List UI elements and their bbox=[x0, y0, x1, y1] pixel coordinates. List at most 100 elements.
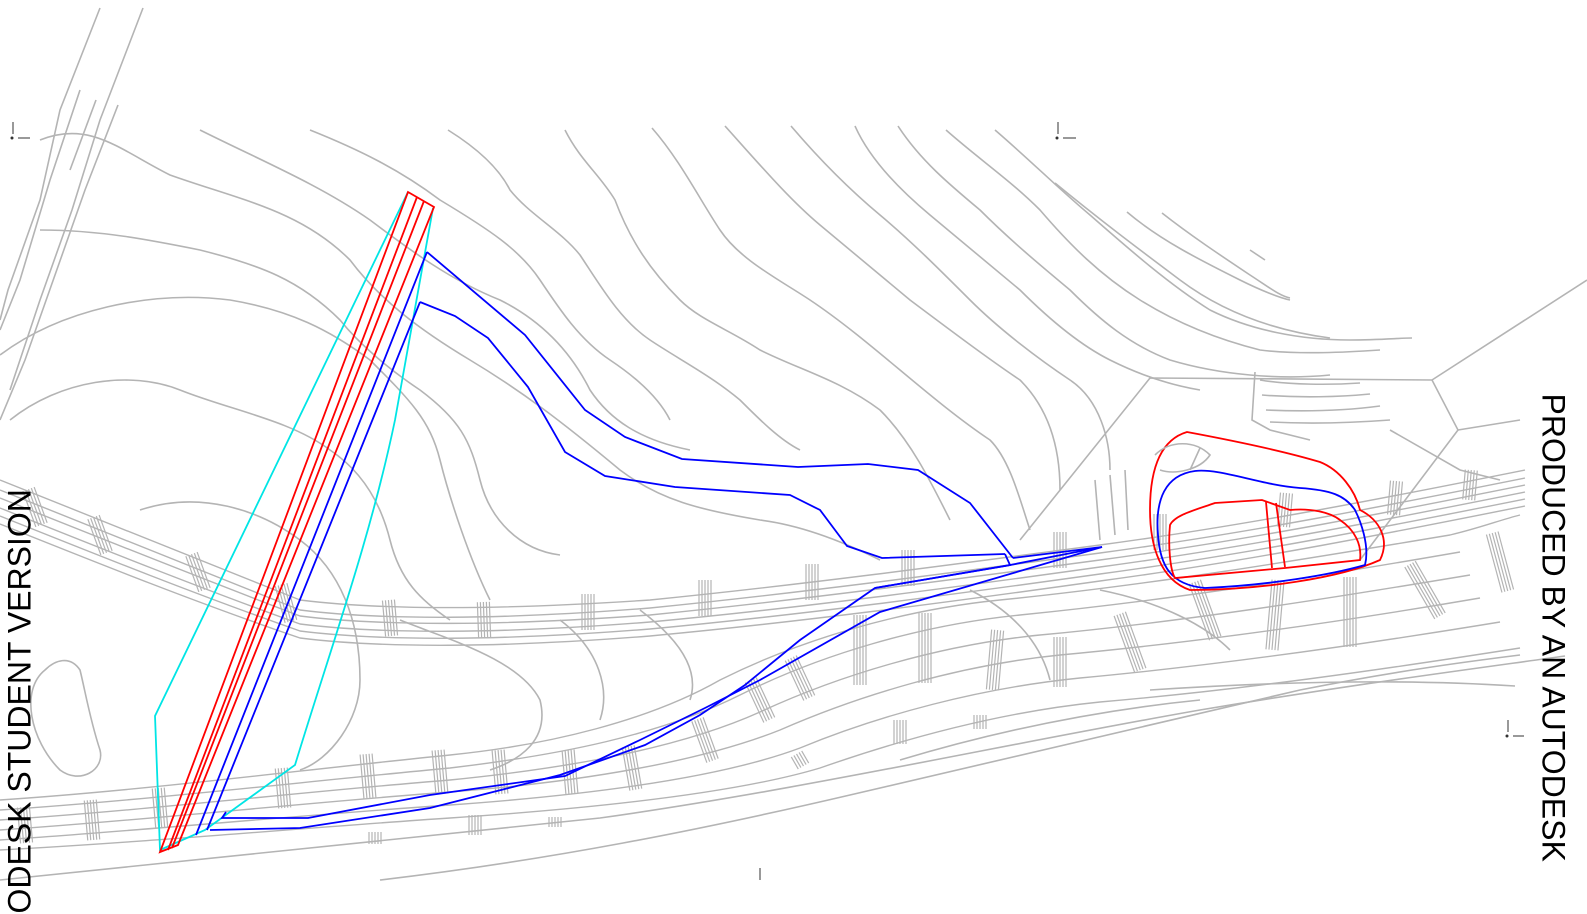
rail-tie bbox=[485, 601, 489, 638]
rail-tie bbox=[16, 807, 22, 844]
rail-tie bbox=[1194, 581, 1216, 639]
rail-tie bbox=[27, 488, 43, 526]
rail-tie bbox=[624, 746, 634, 791]
blue-alignment bbox=[195, 251, 1103, 836]
cad-drawing-canvas[interactable] bbox=[0, 0, 1587, 894]
basin-small-features bbox=[1154, 443, 1212, 473]
rail-tie bbox=[1497, 531, 1515, 590]
rail-tie bbox=[790, 756, 799, 770]
rail-tie bbox=[500, 749, 506, 794]
rail-tie bbox=[621, 747, 631, 791]
rail-tie bbox=[1412, 562, 1444, 615]
rail-tie bbox=[274, 768, 280, 809]
lower-terrain bbox=[30, 469, 1231, 777]
rail-tie bbox=[696, 719, 714, 761]
rail-tie bbox=[387, 600, 393, 636]
rail-tie bbox=[437, 750, 443, 794]
rail-tie bbox=[476, 602, 480, 639]
rail-tie bbox=[196, 551, 211, 589]
red-diagonal-strip bbox=[158, 190, 436, 854]
rail-tie bbox=[1485, 534, 1503, 593]
rail-tie bbox=[1488, 533, 1506, 592]
rail-tie bbox=[286, 767, 292, 808]
rail-tie bbox=[86, 800, 92, 841]
rail-tie bbox=[434, 750, 440, 795]
rail-tie bbox=[1491, 532, 1509, 592]
rail-tie bbox=[702, 717, 719, 759]
ucs-corner-marker-icon bbox=[1505, 720, 1524, 738]
rail-tie bbox=[25, 489, 40, 527]
rail-tie bbox=[1468, 470, 1472, 500]
rail-tie bbox=[92, 516, 108, 554]
rail-tie bbox=[280, 584, 292, 622]
rail-tie bbox=[994, 630, 1002, 691]
rail-tie bbox=[699, 718, 716, 760]
rail-tie bbox=[1116, 614, 1139, 672]
rail-tie bbox=[193, 552, 208, 590]
rail-tie bbox=[87, 518, 102, 556]
left-road-lines bbox=[0, 7, 144, 421]
rail-tie bbox=[30, 487, 45, 525]
rail-tie bbox=[1409, 563, 1441, 617]
rail-tie bbox=[1398, 481, 1404, 516]
ucs-corner-marker-icon bbox=[1055, 122, 1076, 140]
rail-tie bbox=[744, 682, 765, 723]
rail-tie bbox=[1494, 532, 1512, 591]
rail-tie bbox=[1471, 470, 1475, 501]
rail-tie bbox=[691, 721, 708, 763]
rail-tie bbox=[28, 806, 34, 843]
rail-tie bbox=[90, 517, 105, 555]
rail-tie bbox=[752, 678, 773, 719]
upper-contours bbox=[0, 125, 1413, 621]
rail-tie bbox=[792, 656, 813, 697]
rail-tie bbox=[362, 754, 368, 799]
rail-tie bbox=[1271, 580, 1279, 650]
rail-tie bbox=[1406, 565, 1438, 618]
rail-tie bbox=[365, 754, 371, 798]
rail-tie bbox=[92, 799, 98, 840]
rail-tie bbox=[561, 750, 567, 795]
rail-tie bbox=[790, 657, 810, 699]
rail-tie bbox=[1191, 582, 1214, 640]
rail-tie bbox=[25, 806, 31, 843]
rail-tie bbox=[1279, 492, 1285, 527]
rail-tie bbox=[160, 787, 166, 828]
rail-tie bbox=[1268, 579, 1276, 650]
rail-tie bbox=[1414, 560, 1446, 614]
rail-tie bbox=[488, 601, 492, 638]
rail-tie bbox=[479, 602, 483, 639]
rail-tie bbox=[997, 630, 1005, 691]
rail-tie bbox=[83, 800, 89, 841]
rail-tie bbox=[359, 754, 365, 799]
rail-tie bbox=[801, 750, 810, 764]
watermark-right: PRODUCED BY AN AUTODESK bbox=[1535, 393, 1572, 862]
rail-tie bbox=[497, 750, 503, 794]
rail-tie bbox=[795, 655, 816, 696]
rail-tie bbox=[33, 486, 48, 524]
rail-tie bbox=[381, 600, 387, 637]
rail-tie bbox=[784, 660, 805, 701]
basin-blue bbox=[1156, 469, 1368, 589]
rail-tie bbox=[633, 745, 643, 789]
rail-tie bbox=[694, 720, 711, 762]
rail-tie bbox=[22, 490, 37, 528]
rail-tie bbox=[985, 629, 993, 690]
rail-tie bbox=[98, 514, 113, 552]
rail-tie bbox=[163, 787, 169, 828]
rail-tie bbox=[1474, 470, 1478, 501]
rail-tie bbox=[443, 749, 449, 794]
rail-tie bbox=[188, 554, 203, 592]
rail-tie bbox=[89, 800, 95, 840]
rail-tie bbox=[1265, 579, 1273, 650]
main-rail-track bbox=[0, 469, 1526, 646]
rail-tie bbox=[95, 799, 101, 840]
rail-tie bbox=[988, 629, 996, 690]
rail-tie bbox=[991, 630, 999, 690]
rail-tie bbox=[1124, 611, 1147, 669]
rail-tie bbox=[1274, 580, 1282, 651]
rail-tie bbox=[1277, 580, 1285, 651]
basin-red-inner bbox=[1168, 499, 1362, 579]
rail-tie bbox=[491, 750, 497, 795]
rail-tie bbox=[627, 746, 637, 790]
rail-tie bbox=[190, 553, 206, 591]
